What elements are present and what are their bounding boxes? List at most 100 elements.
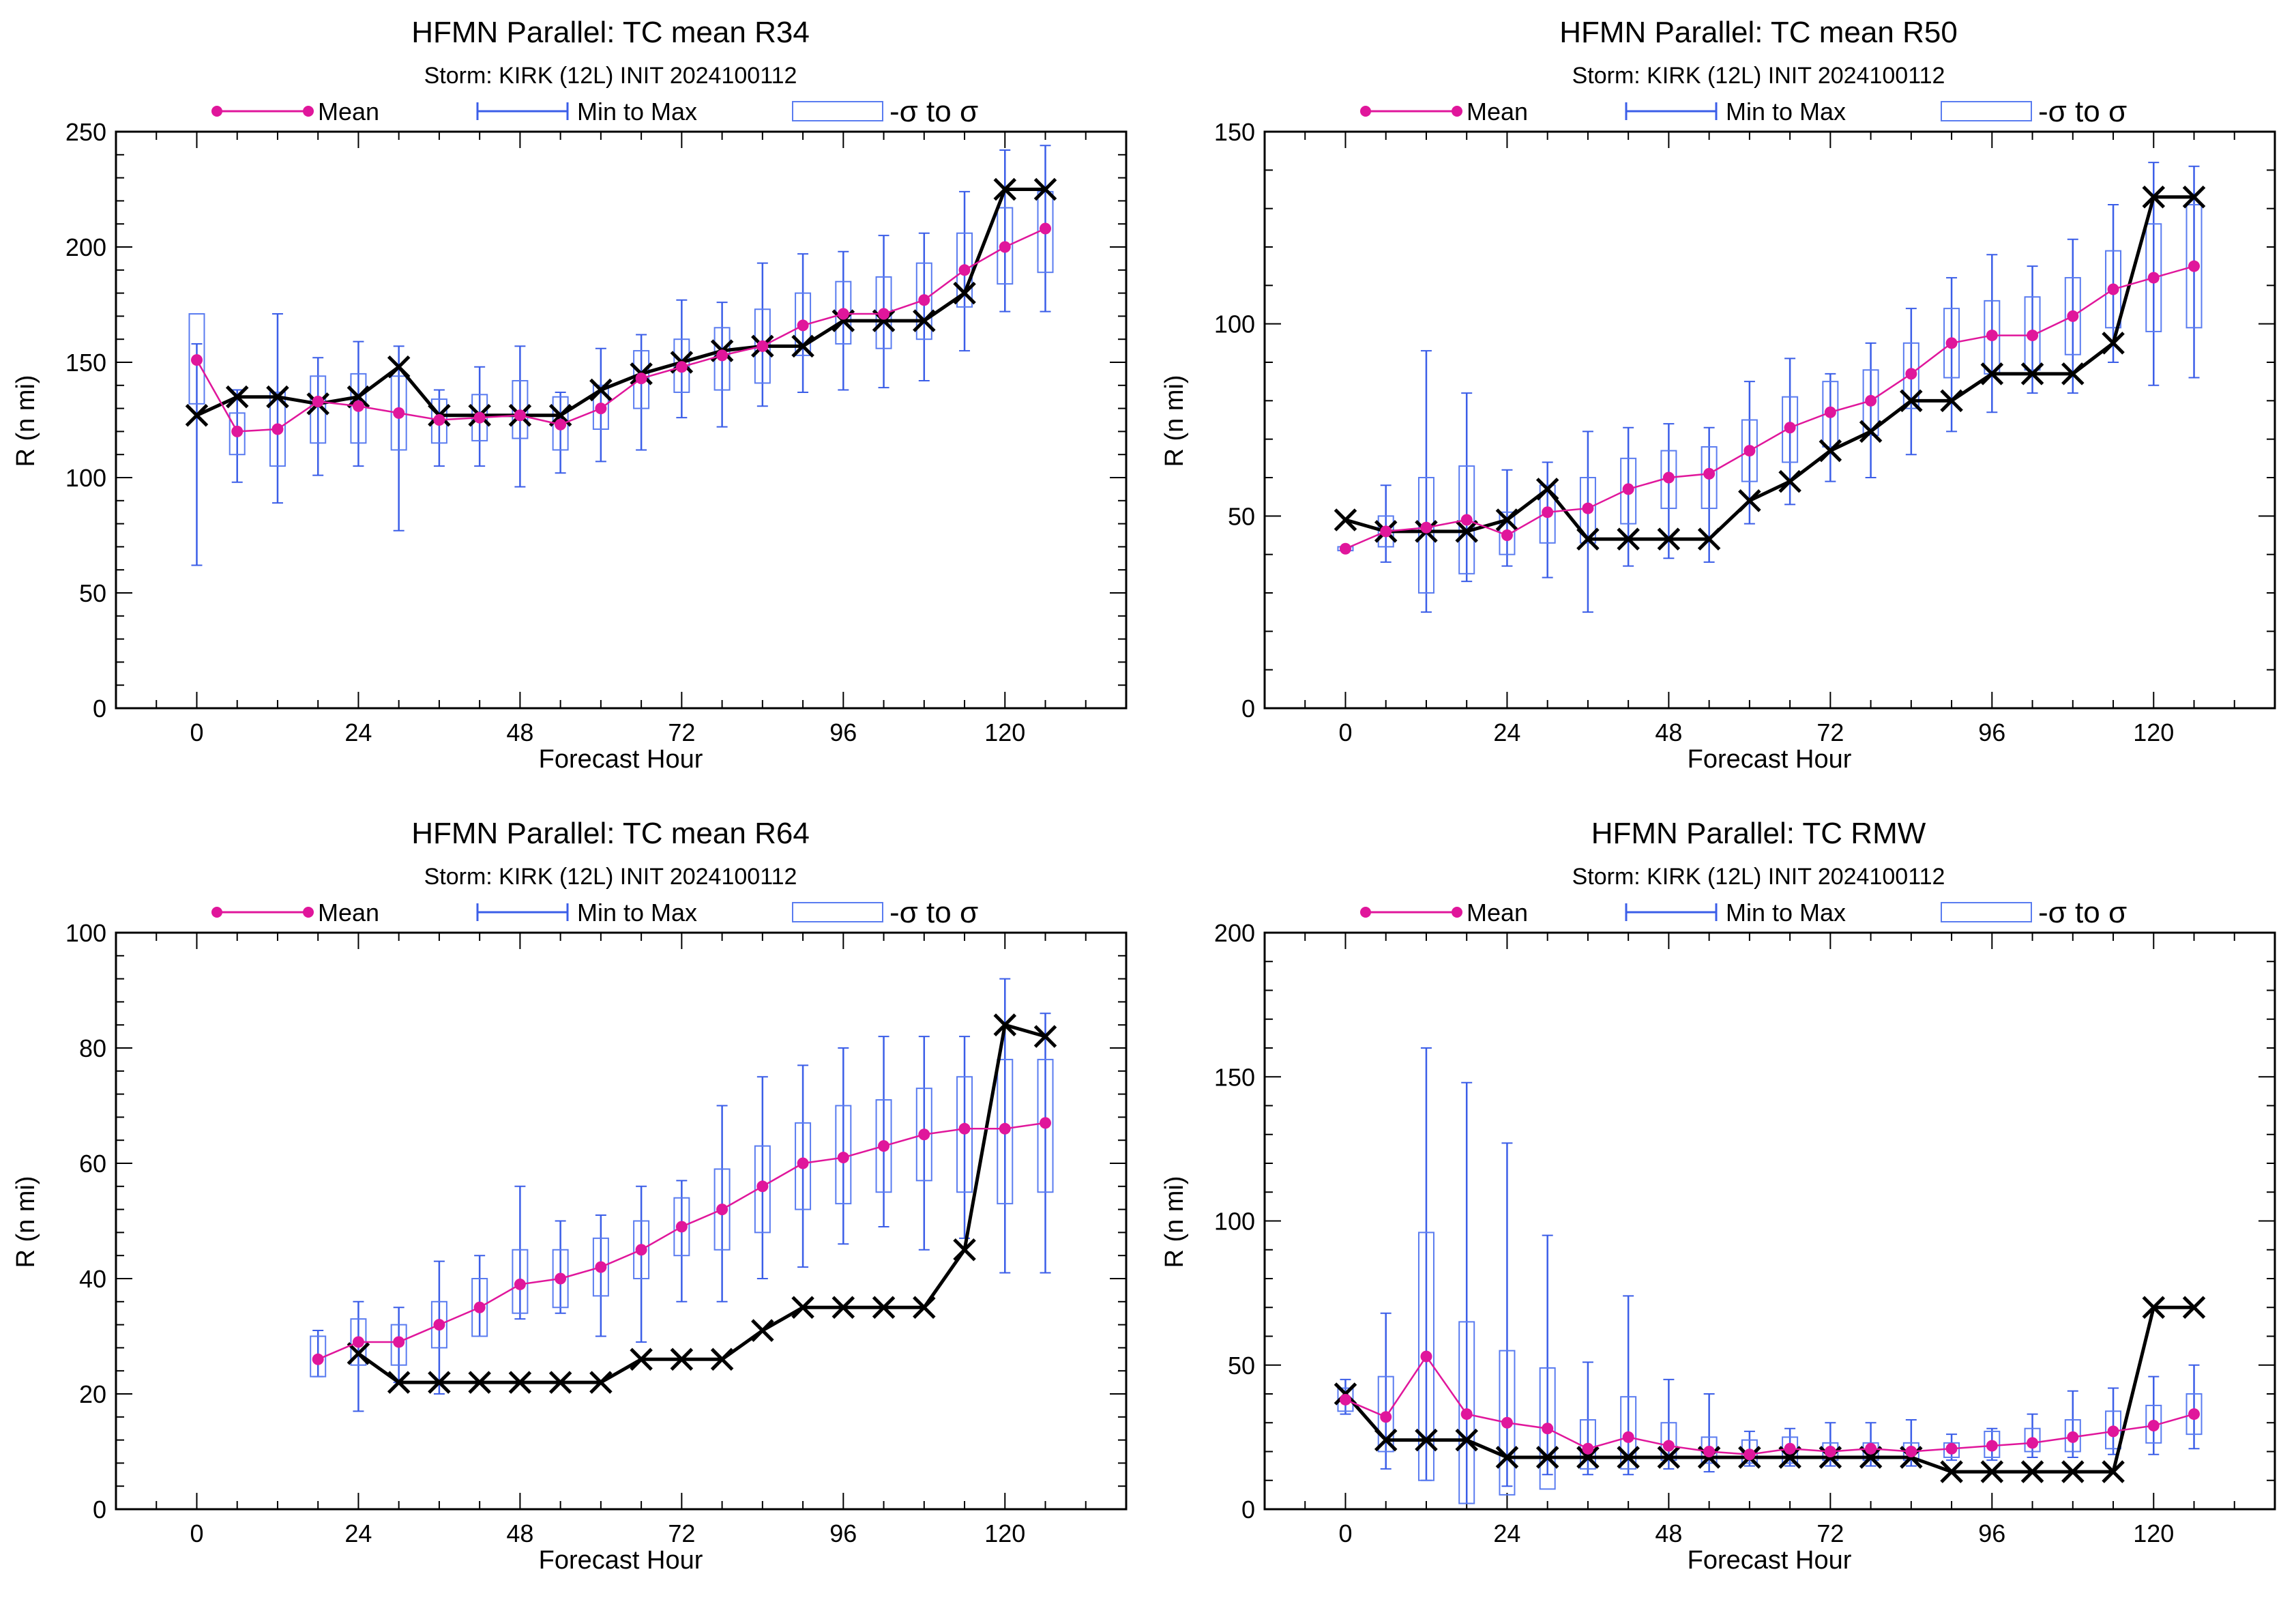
hwrf-marker [751,1319,774,1342]
y-tick-label: 0 [1241,695,1255,723]
sigma-box [633,1220,650,1279]
x-tick-label: 0 [190,718,203,746]
legend-range-label: Min to Max [577,98,697,126]
hwrf-marker [2102,332,2125,355]
hwrf-marker-stroke [872,309,896,332]
hwrf-marker-stroke [347,385,370,409]
hwrf-marker-stroke [387,355,411,379]
y-tick-label: 100 [65,464,106,492]
y-tick-label: 150 [1214,118,1255,146]
legend-range-label: Min to Max [1726,98,1846,126]
hwrf-marker-stroke [387,1371,411,1394]
hwrf-marker [1940,1460,1963,1483]
chart-title: HFMN Parallel: TC mean R64 [411,817,810,850]
y-tick-label: 40 [79,1265,106,1293]
mean-point [1542,506,1554,519]
sigma-box [188,313,205,405]
hwrf-marker [508,1371,532,1394]
sigma-box [1620,457,1637,525]
hwrf-marker [630,1348,653,1371]
y-axis-label: R (n mi) [1160,375,1189,467]
chart-title: HFMN Parallel: TC mean R34 [411,16,810,49]
mean-point [555,418,567,431]
hwrf-marker-stroke [1033,1025,1057,1048]
hwrf-marker-stroke [1697,527,1721,551]
mean-point [312,395,324,407]
hwrf-marker-stroke [1617,1446,1640,1469]
mean-point [1582,1442,1594,1455]
mean-point [918,1128,930,1141]
hwrf-marker [589,378,613,402]
x-tick-label: 96 [1978,1519,2005,1547]
x-tick-label: 48 [506,718,533,746]
hwrf-marker-stroke [791,334,814,358]
x-tick-label: 48 [1655,1519,1682,1547]
mean-point [1986,330,1998,342]
mean-point [1662,471,1675,484]
hwrf-marker [953,281,976,305]
x-tick-label: 96 [829,718,857,746]
hwrf-marker-stroke [913,309,936,332]
mean-point [190,354,203,366]
hwrf-marker-stroke [630,1348,653,1371]
hwrf-line [1344,1305,2194,1474]
x-tick-label: 48 [506,1519,533,1547]
hwrf-marker [1859,420,1883,443]
hwrf-marker [953,1238,976,1262]
y-tick-label: 250 [65,118,106,146]
y-tick-label: 50 [1228,502,1255,530]
mean-line [1344,265,2194,550]
hwrf-marker [1657,1446,1681,1469]
y-tick-label: 100 [1214,310,1255,338]
mean-point [433,1319,445,1331]
hwrf-marker-stroke [2142,185,2166,209]
y-tick-label: 50 [79,579,106,607]
sigma-box [713,1168,731,1251]
hwrf-marker-stroke [1535,478,1559,501]
hwrf-marker-stroke [548,1371,572,1394]
mean-point [1380,1411,1392,1423]
legend-sigma-label: -σ to σ [889,95,978,128]
mean-point [231,425,244,437]
x-tick-label: 0 [1338,718,1352,746]
hwrf-marker [2061,1460,2085,1483]
x-axis-label: Forecast Hour [539,1546,703,1575]
mean-point [514,409,526,422]
sigma-box [1417,1232,1434,1481]
hwrf-marker-stroke [791,1296,814,1320]
hwrf-marker-stroke [2020,1460,2044,1483]
mean-point [2147,272,2160,284]
mean-point [2188,260,2201,272]
sigma-box [754,1145,771,1234]
x-tick-label: 72 [668,1519,695,1547]
x-axis-label: Forecast Hour [1688,1546,1852,1575]
mean-point [716,349,728,362]
hwrf-marker [225,385,249,409]
mean-point [878,308,890,320]
hwrf-marker [1940,389,1963,413]
plot-frame [115,931,1128,1511]
hwrf-marker-stroke [1980,362,2004,385]
hwrf-marker [1980,362,2004,385]
hwrf-marker [1033,1025,1057,1048]
chart-subtitle: Storm: KIRK (12L) INIT 2024100112 [424,63,797,89]
plot-frame [1263,130,2276,710]
hwrf-marker-stroke [1334,508,1357,531]
sigma-box [350,373,367,444]
hwrf-marker [2182,185,2206,209]
y-tick-label: 0 [93,695,106,723]
mean-point [1905,368,1917,380]
sigma-box [229,412,246,456]
sigma-box [997,207,1014,285]
hwrf-marker-stroke [2142,1296,2166,1320]
mean-point [393,407,405,419]
sigma-box [2185,204,2203,329]
legend-mean-label: Mean [1467,98,1528,126]
chart-title: HFMN Parallel: TC RMW [1591,817,1926,850]
y-tick-label: 60 [79,1150,106,1178]
x-tick-label: 24 [1493,1519,1520,1547]
panel-r50: HFMN Parallel: TC mean R50 Storm: KIRK (… [1160,16,2276,774]
sigma-box [1822,381,1839,448]
hwrf-marker-stroke [1495,508,1519,531]
